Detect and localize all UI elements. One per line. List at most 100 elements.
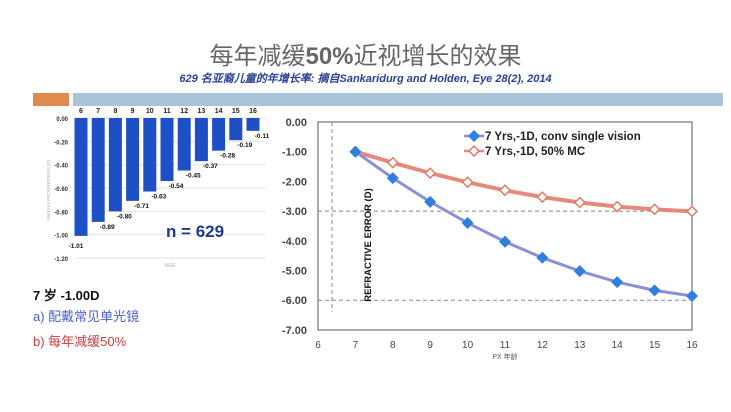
bar	[246, 118, 260, 131]
notes: 7 岁 -1.00D a) 配戴常见单光镜 b) 每年减缓50%	[33, 285, 139, 350]
data-label: -0.19	[237, 142, 252, 149]
y-tick-label: -6.00	[282, 295, 307, 307]
y-tick-label: -7.00	[282, 325, 307, 337]
bar-chart: 0.00 -0.20 -0.40 -0.60 -0.80 -1.00 -1.20 6 -1.01…	[46, 108, 270, 269]
x-tick-label: 14	[612, 340, 624, 351]
y-tick-label: -1.00	[282, 147, 307, 159]
y-tick-label: -5.00	[282, 266, 307, 278]
data-point	[349, 145, 362, 158]
data-label: -1.01	[69, 243, 84, 250]
data-point	[386, 156, 399, 169]
data-point	[461, 216, 474, 229]
bar	[229, 118, 243, 141]
x-tick-label: 10	[146, 108, 154, 115]
y-axis-label: REFRACTIVE ERROR (D)	[363, 188, 374, 301]
title-suffix: 近视增长的效果	[353, 42, 522, 70]
x-tick-label: 16	[686, 340, 698, 351]
x-tick-label: 12	[537, 340, 549, 351]
legend-label: 7 Yrs,-1D, 50% MC	[485, 146, 585, 158]
data-point	[498, 235, 512, 248]
y-axis-label: ANNUAL PROGRESSION (D)	[46, 159, 51, 220]
bar	[143, 118, 157, 192]
bar	[91, 118, 105, 222]
x-tick-label: 7	[96, 108, 100, 115]
y-tick-label: -3.00	[282, 206, 307, 218]
data-point	[648, 284, 661, 297]
y-tick-label: -0.20	[54, 140, 68, 146]
y-tick-label: -1.00	[54, 234, 68, 240]
y-tick-label: -0.80	[54, 210, 68, 216]
x-tick-label: 11	[500, 340, 511, 351]
bar	[126, 118, 140, 201]
data-point	[611, 200, 624, 213]
note-50-percent: b) 每年减缓50%	[33, 334, 127, 349]
x-tick-label: 13	[574, 340, 586, 351]
data-point	[536, 191, 549, 204]
bar	[212, 118, 226, 151]
bar	[74, 118, 88, 236]
x-tick-label: 6	[315, 340, 321, 351]
title-prefix: 每年减缓	[209, 42, 306, 70]
data-point	[386, 172, 399, 185]
y-tick-label: -0.60	[54, 187, 68, 193]
x-tick-label: 7	[353, 340, 359, 351]
data-point	[461, 176, 474, 189]
x-tick-label: 14	[215, 108, 223, 115]
series-line	[354, 149, 693, 214]
data-label: -0.63	[151, 194, 166, 201]
x-tick-label: 11	[163, 108, 171, 115]
x-tick-label: 12	[180, 108, 188, 115]
data-point	[611, 276, 624, 289]
data-label: -0.89	[100, 224, 115, 231]
data-label: -0.54	[169, 183, 184, 190]
n-annotation: n = 629	[166, 222, 224, 241]
data-point	[685, 205, 699, 218]
y-tick-label: -4.00	[282, 236, 307, 248]
y-tick-label: 0.00	[56, 117, 68, 123]
y-tick-label: -0.40	[54, 164, 68, 170]
bar	[194, 118, 208, 162]
data-point	[424, 167, 437, 180]
data-label: -0.71	[134, 203, 149, 210]
x-tick-label: 8	[113, 108, 117, 115]
x-tick-label: 15	[232, 108, 240, 115]
note-age: 7 岁 -1.00D	[33, 288, 100, 303]
x-tick-label: 8	[390, 340, 396, 351]
y-tick-label: 0.00	[286, 117, 307, 129]
x-tick-label: 16	[249, 108, 257, 115]
data-point	[536, 251, 549, 264]
data-point	[648, 203, 661, 216]
x-axis-label: PX 年龄	[492, 352, 517, 361]
data-point	[498, 184, 512, 197]
data-point	[424, 195, 437, 208]
y-tick-label: -2.00	[282, 176, 307, 188]
decor-blue-bar	[73, 93, 723, 106]
data-label: -0.37	[203, 163, 218, 170]
series-line	[354, 150, 693, 298]
page-title: 每年减缓50%近视增长的效果	[0, 36, 731, 71]
title-bold: 50%	[305, 43, 354, 70]
x-tick-label: 10	[462, 340, 474, 351]
data-point	[573, 265, 586, 278]
line-chart: 0.00 -1.00 -2.00 -3.00 -4.00 -5.00 -6.00 -7.00 6…	[282, 117, 699, 361]
x-axis-label: AGE	[165, 263, 176, 269]
data-label: -0.45	[186, 173, 201, 180]
legend-label: 7 Yrs,-1D, conv single vision	[485, 131, 641, 143]
data-point	[573, 196, 586, 209]
plot-frame	[317, 121, 693, 331]
x-tick-label: 6	[79, 108, 83, 115]
y-tick-label: -1.20	[54, 257, 68, 263]
legend-marker	[467, 144, 481, 158]
data-label: -0.11	[255, 133, 270, 140]
data-label: -0.80	[117, 213, 132, 220]
data-point	[685, 290, 699, 303]
x-tick-label: 15	[649, 340, 661, 351]
bar	[108, 118, 122, 212]
bar	[177, 118, 191, 171]
bar	[160, 118, 174, 182]
x-tick-label: 9	[131, 108, 135, 115]
data-label: -0.28	[220, 153, 235, 160]
legend-marker	[467, 129, 481, 143]
x-tick-label: 9	[427, 340, 433, 351]
